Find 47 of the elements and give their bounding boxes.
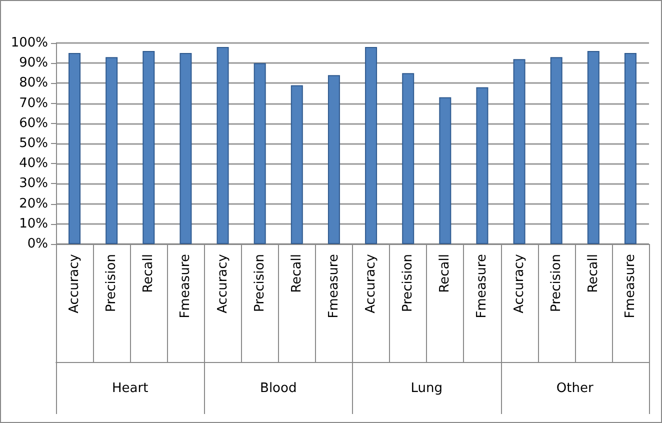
bar — [290, 85, 303, 244]
y-tick-label: 30% — [19, 176, 48, 192]
bar — [106, 57, 118, 244]
x-tick-label: Accuracy — [364, 254, 379, 314]
x-tick-label: Recall — [586, 254, 601, 293]
bar — [624, 53, 636, 244]
x-tick-label: Precision — [400, 254, 416, 312]
x-tick-label: Fmeasure — [622, 254, 638, 318]
y-tick-label: 60% — [19, 116, 48, 131]
x-tick-label: Recall — [141, 254, 156, 293]
x-tick-label: Accuracy — [215, 254, 230, 314]
y-tick-label: 70% — [19, 96, 48, 111]
x-tick-label: Recall — [438, 254, 453, 293]
x-tick-label: Accuracy — [67, 254, 82, 314]
bar — [402, 73, 414, 244]
y-tick-label: 100% — [10, 36, 48, 50]
bar — [365, 47, 378, 244]
x-tick-label: Accuracy — [512, 254, 527, 314]
x-tick-label: Fmeasure — [474, 254, 490, 318]
text: Heart — [112, 381, 148, 396]
y-tick-label: 10% — [19, 216, 48, 232]
text: Lung — [410, 381, 442, 396]
bar — [328, 75, 340, 244]
y-tick-label: 90% — [19, 56, 48, 71]
bar — [476, 87, 488, 244]
bar — [68, 53, 81, 244]
text: Other — [556, 381, 594, 396]
bar — [513, 59, 526, 244]
x-tick-label: Precision — [104, 254, 120, 312]
bar — [142, 51, 155, 244]
bar — [254, 63, 266, 244]
y-tick-label: 40% — [19, 156, 48, 172]
bar — [550, 57, 562, 244]
x-tick-label: Fmeasure — [178, 254, 194, 318]
x-tick-label: Fmeasure — [326, 254, 342, 318]
bar — [216, 47, 229, 244]
y-tick-label: 0% — [27, 236, 48, 252]
bar — [180, 53, 192, 244]
bar — [439, 97, 452, 244]
x-tick-label: Precision — [548, 254, 564, 312]
text: Blood — [260, 381, 297, 396]
x-tick-label: Precision — [252, 254, 268, 312]
y-tick-label: 50% — [19, 136, 48, 151]
y-tick-label: 20% — [19, 196, 48, 212]
x-tick-label: Recall — [289, 254, 304, 293]
y-tick-label: 80% — [19, 76, 48, 91]
bar — [587, 51, 600, 244]
